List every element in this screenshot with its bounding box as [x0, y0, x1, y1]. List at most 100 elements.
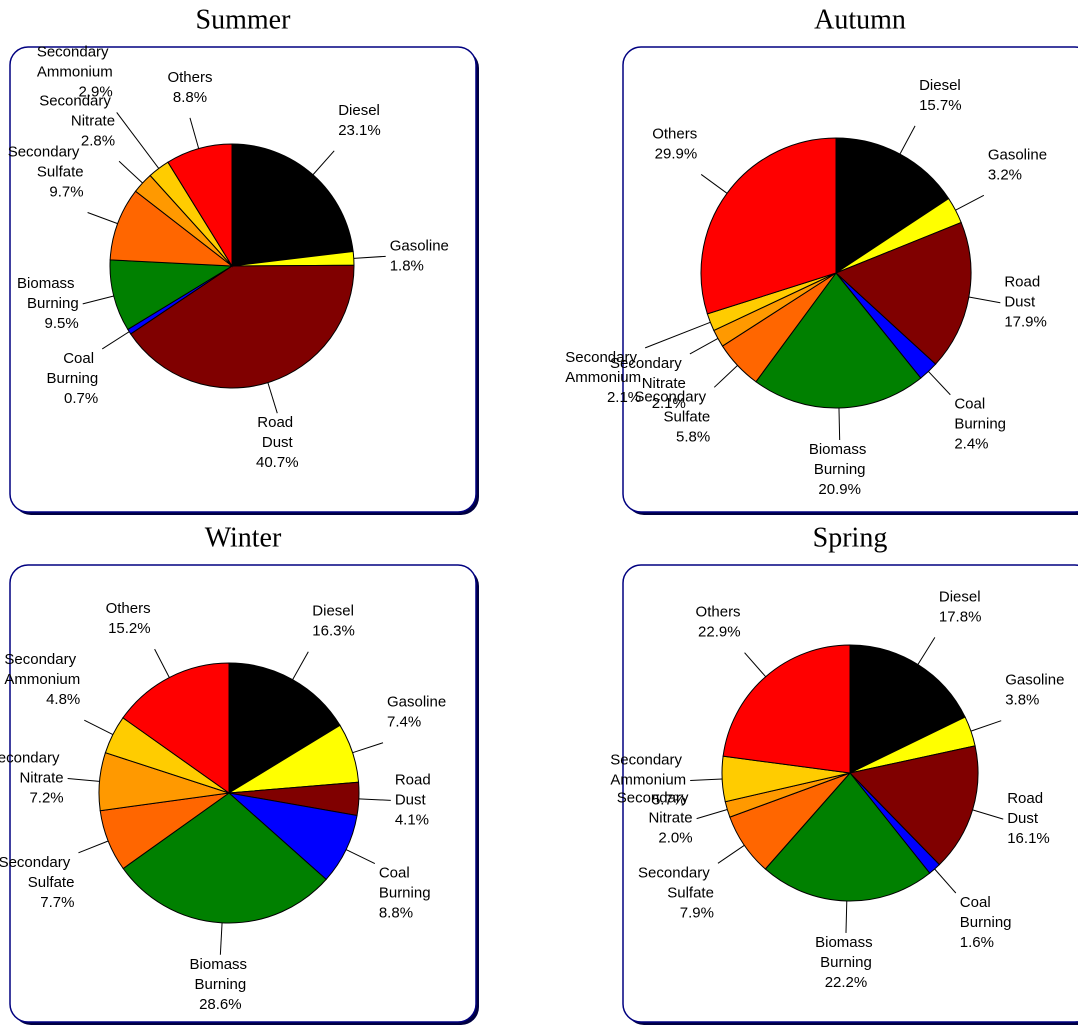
slice-label: Biomass Burning: [17, 275, 79, 312]
value-label: 4.8%: [46, 691, 80, 708]
leader-line: [917, 637, 936, 665]
slice-label: Biomass Burning: [809, 441, 871, 478]
leader-line: [101, 331, 130, 350]
chart-title: Spring: [813, 522, 888, 553]
value-label: 7.9%: [680, 904, 714, 921]
value-label: 4.1%: [395, 811, 429, 828]
leader-line: [87, 212, 118, 225]
value-label: 2.9%: [79, 83, 113, 100]
pie-slice: [700, 137, 837, 315]
leader-line: [696, 809, 728, 820]
slice-label: Secondary Ammonium: [37, 43, 113, 80]
chart-title: Autumn: [814, 4, 906, 35]
leader-line: [970, 720, 1002, 732]
slice-label: Coal Burning: [960, 894, 1012, 931]
slice-label: Secondary Nitrate: [617, 790, 693, 827]
leader-line: [116, 112, 160, 169]
value-label: 23.1%: [338, 122, 381, 139]
value-label: 8.8%: [379, 905, 413, 922]
value-label: 1.8%: [390, 257, 424, 274]
leader-line: [690, 778, 723, 782]
leader-line: [358, 798, 391, 801]
slice-label: Road Dust: [395, 771, 435, 808]
slice-label: Secondary Ammonium: [565, 349, 641, 386]
slice-label: Secondary Nitrate: [610, 355, 686, 392]
value-label: 29.9%: [655, 145, 698, 162]
slice-label: Secondary Sulfate: [634, 388, 710, 425]
value-label: 1.6%: [960, 934, 994, 951]
leader-line: [838, 407, 841, 440]
slice-label: Diesel: [939, 588, 981, 605]
leader-line: [312, 150, 335, 176]
pie-slice: [122, 792, 327, 924]
leader-line: [700, 174, 728, 194]
pie-slice: [122, 662, 230, 794]
slice-label: Coal Burning: [954, 396, 1006, 433]
leader-line: [968, 296, 1001, 304]
leader-line: [78, 840, 109, 854]
value-label: 7.4%: [387, 714, 421, 731]
value-label: 8.8%: [173, 89, 207, 106]
leader-line: [644, 321, 711, 349]
leader-line: [928, 371, 951, 396]
value-label: 2.1%: [652, 395, 686, 412]
pie-slice: [849, 745, 979, 866]
slice-label: Coal Burning: [379, 865, 431, 902]
leader-line: [219, 922, 223, 955]
leader-line: [154, 648, 170, 678]
value-label: 16.3%: [312, 623, 355, 640]
leader-line: [82, 295, 114, 305]
slice-label: Road Dust: [257, 414, 297, 451]
value-label: 16.1%: [1007, 830, 1050, 847]
value-label: 28.6%: [199, 996, 242, 1013]
slice-label: Others: [106, 600, 151, 617]
pie-slice: [764, 772, 931, 902]
slice-label: Gasoline: [1005, 672, 1064, 689]
slice-label: Road Dust: [1007, 790, 1047, 827]
value-label: 3.2%: [988, 166, 1022, 183]
slice-label: Biomass Burning: [815, 934, 877, 971]
value-label: 17.9%: [1004, 314, 1047, 331]
leader-line: [899, 125, 916, 155]
slice-label: Biomass Burning: [190, 956, 252, 993]
value-label: 40.7%: [256, 454, 299, 471]
leader-line: [345, 849, 376, 864]
value-label: 7.2%: [29, 790, 63, 807]
pie-slice: [109, 190, 234, 267]
value-label: 0.7%: [64, 390, 98, 407]
slice-label: Diesel: [919, 77, 961, 94]
slice-label: Diesel: [338, 102, 380, 119]
chart-title: Winter: [205, 522, 282, 553]
value-label: 9.5%: [45, 315, 79, 332]
slice-label: Secondary Nitrate: [0, 750, 64, 787]
leader-line: [84, 719, 114, 736]
value-label: 17.8%: [939, 608, 982, 625]
slice-label: Gasoline: [387, 694, 446, 711]
leader-line: [713, 365, 738, 388]
value-label: 2.4%: [954, 436, 988, 453]
value-label: 5.7%: [652, 792, 686, 809]
value-label: 2.8%: [81, 132, 115, 149]
slice-label: Secondary Sulfate: [8, 143, 84, 180]
pie-slice: [835, 221, 972, 365]
leader-line: [292, 651, 309, 680]
slice-label: Secondary Sulfate: [0, 854, 74, 891]
leader-line: [267, 382, 278, 414]
leader-line: [352, 742, 384, 754]
slice-label: Secondary Ammonium: [4, 651, 80, 688]
value-label: 9.7%: [49, 183, 83, 200]
leader-line: [67, 778, 100, 782]
leader-line: [744, 652, 767, 678]
leader-line: [934, 868, 957, 894]
leader-line: [189, 117, 200, 149]
value-label: 3.8%: [1005, 692, 1039, 709]
leader-line: [972, 809, 1004, 820]
slice-label: Secondary Sulfate: [638, 864, 714, 901]
chart-title: Summer: [196, 4, 292, 35]
slice-label: Others: [167, 69, 212, 86]
value-label: 7.7%: [40, 894, 74, 911]
slice-label: Gasoline: [988, 146, 1047, 163]
value-label: 20.9%: [818, 481, 861, 498]
slice-label: Gasoline: [390, 237, 449, 254]
